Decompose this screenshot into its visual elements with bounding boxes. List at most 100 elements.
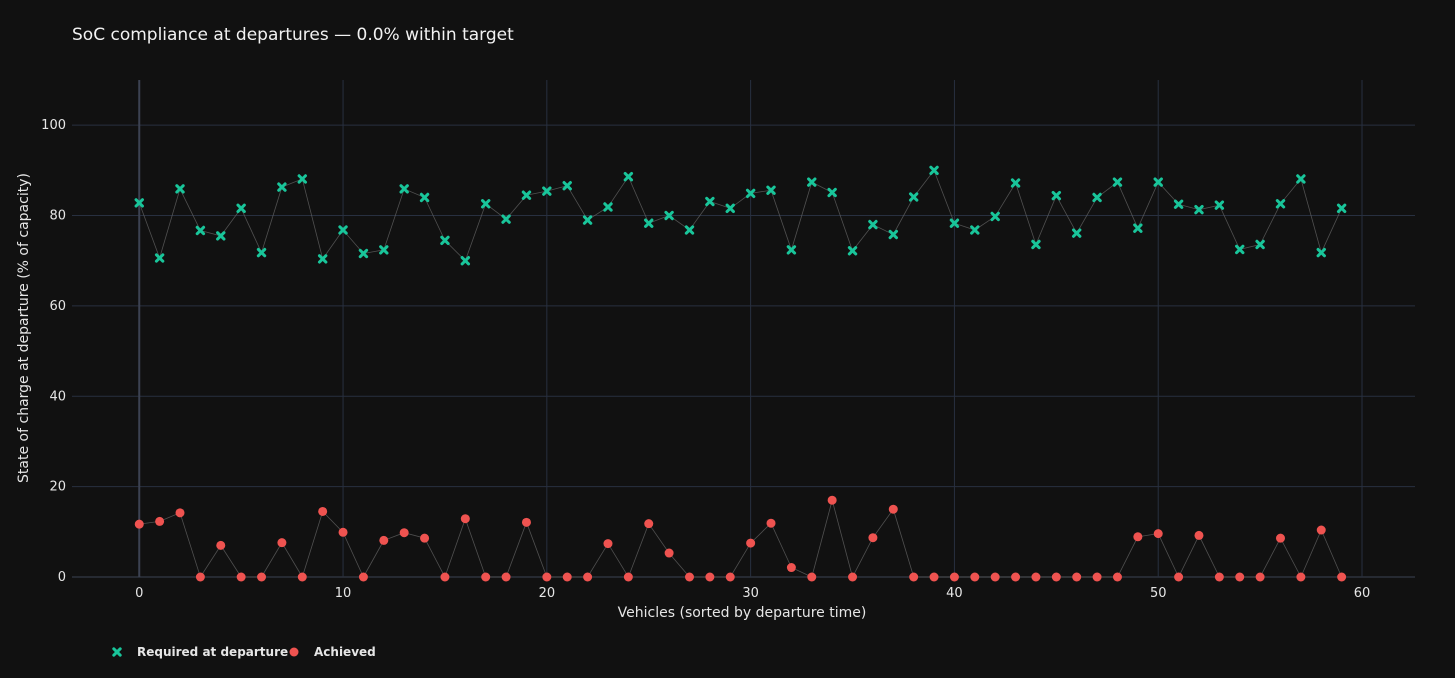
achieved-soc-point xyxy=(1112,572,1122,582)
required-soc-point xyxy=(1051,190,1062,201)
required-soc-point xyxy=(236,203,246,214)
achieved-soc-point xyxy=(746,538,756,548)
achieved-soc-point xyxy=(318,506,328,516)
required-soc-point xyxy=(908,192,919,202)
legend-item[interactable]: Required at departure xyxy=(112,645,288,659)
achieved-soc-point xyxy=(888,504,898,514)
x-tick-label: 10 xyxy=(335,586,352,601)
legend-x-marker-icon xyxy=(112,647,122,657)
x-tick-label: 60 xyxy=(1354,586,1371,601)
achieved-soc-point xyxy=(827,495,837,505)
required-soc-point xyxy=(766,185,776,195)
required-soc-point xyxy=(154,253,165,263)
achieved-soc-point xyxy=(481,572,491,582)
y-tick-label: 60 xyxy=(49,299,66,314)
achieved-soc-point xyxy=(684,572,694,582)
x-tick-label: 0 xyxy=(135,586,143,601)
achieved-soc-point xyxy=(1275,533,1285,543)
achieved-soc-point xyxy=(990,572,1000,582)
y-tick-label: 80 xyxy=(49,209,66,224)
y-axis-title: State of charge at departure (% of capac… xyxy=(16,173,32,483)
required-soc-point xyxy=(1010,178,1021,188)
achieved-soc-point xyxy=(195,572,205,582)
y-tick-label: 40 xyxy=(49,389,66,404)
required-soc-point xyxy=(216,231,226,241)
achieved-soc-point xyxy=(623,572,633,582)
required-soc-point xyxy=(1275,199,1286,209)
achieved-soc-point xyxy=(848,572,858,582)
required-soc-point xyxy=(1255,239,1265,250)
achieved-soc-point xyxy=(807,572,817,582)
achieved-soc-point xyxy=(175,508,185,518)
required-soc-point xyxy=(379,245,389,255)
achieved-soc-point xyxy=(134,519,144,529)
required-soc-point xyxy=(175,184,185,194)
achieved-soc-point xyxy=(1031,572,1041,582)
legend-label: Achieved xyxy=(314,645,376,659)
required-soc-point xyxy=(277,182,287,192)
achieved-soc-point xyxy=(379,535,389,545)
required-soc-point xyxy=(970,225,980,235)
achieved-soc-point xyxy=(1072,572,1082,582)
required-soc-point xyxy=(317,254,328,264)
achieved-soc-point xyxy=(644,519,654,529)
legend-circle-marker-icon xyxy=(289,647,299,657)
required-soc-point xyxy=(399,184,409,194)
achieved-soc-point xyxy=(1235,572,1245,582)
achieved-soc-point xyxy=(399,528,409,538)
achieved-soc-point xyxy=(1194,530,1204,540)
required-soc-point xyxy=(1214,200,1225,210)
required-soc-point xyxy=(949,218,960,228)
achieved-soc-point xyxy=(1214,572,1224,582)
legend-label: Required at departure xyxy=(137,645,288,659)
achieved-soc-point xyxy=(257,572,267,582)
required-soc-point xyxy=(888,229,898,240)
required-soc-point xyxy=(440,235,450,246)
achieved-soc-point xyxy=(970,572,980,582)
achieved-soc-point xyxy=(1337,572,1347,582)
achieved-soc-point xyxy=(1092,572,1102,582)
achieved-soc-point xyxy=(1051,572,1061,582)
data-points xyxy=(134,165,1347,582)
required-soc-point xyxy=(786,245,797,255)
achieved-soc-point xyxy=(297,572,307,582)
achieved-soc-point xyxy=(1153,529,1163,539)
series-connector-line xyxy=(138,169,1342,262)
achieved-soc-point xyxy=(705,572,715,582)
required-soc-point xyxy=(705,196,715,207)
chart-title: SoC compliance at departures — 0.0% with… xyxy=(72,25,514,45)
x-tick-label: 50 xyxy=(1150,586,1167,601)
required-soc-point xyxy=(807,177,817,187)
grid-lines xyxy=(72,80,1415,578)
achieved-soc-point xyxy=(868,533,878,543)
required-soc-point xyxy=(1296,174,1306,184)
required-soc-point xyxy=(990,211,1000,222)
required-soc-point xyxy=(582,215,593,225)
required-soc-point xyxy=(827,187,837,198)
required-soc-point xyxy=(623,171,634,182)
y-tick-label: 100 xyxy=(41,118,66,133)
required-soc-point xyxy=(664,210,674,221)
legend-item[interactable]: Achieved xyxy=(289,645,376,659)
required-soc-point xyxy=(1235,244,1245,255)
achieved-soc-point xyxy=(786,563,796,573)
achieved-soc-point xyxy=(277,538,287,548)
required-soc-point xyxy=(745,188,756,199)
achieved-soc-point xyxy=(501,572,511,582)
required-soc-point xyxy=(297,174,307,184)
y-tick-label: 20 xyxy=(49,480,66,495)
required-soc-point xyxy=(603,202,613,212)
required-soc-point xyxy=(1133,223,1143,233)
x-tick-label: 30 xyxy=(742,586,759,601)
required-soc-point xyxy=(1092,192,1102,203)
achieved-soc-point xyxy=(603,539,613,549)
achieved-soc-point xyxy=(562,572,572,582)
achieved-soc-point xyxy=(420,533,430,543)
required-soc-point xyxy=(338,225,348,235)
achieved-soc-point xyxy=(1316,525,1326,535)
achieved-soc-point xyxy=(358,572,368,582)
required-soc-point xyxy=(134,198,144,208)
required-soc-point xyxy=(481,199,491,209)
legend[interactable]: Required at departure Achieved xyxy=(112,645,376,659)
